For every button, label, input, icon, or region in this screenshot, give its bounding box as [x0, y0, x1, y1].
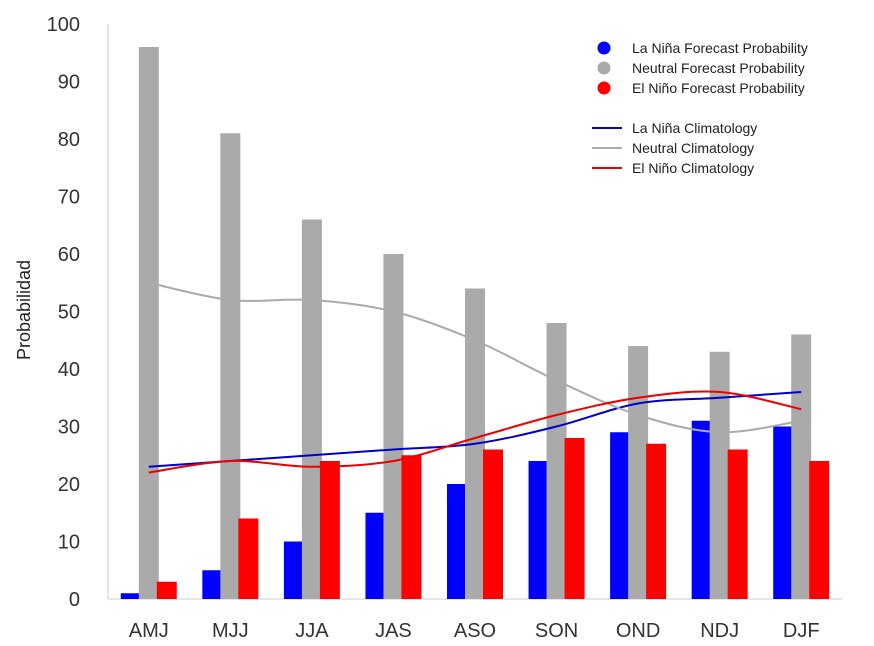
bar-son-1 — [546, 323, 567, 599]
bar-amj-1 — [138, 47, 159, 599]
y-tick-label: 50 — [58, 302, 80, 324]
y-tick-label: 80 — [58, 129, 80, 151]
climatology-line-1 — [148, 281, 802, 434]
bar-ndj-2 — [727, 449, 748, 599]
y-axis-label: Probabilidad — [14, 260, 34, 360]
bar-ond-1 — [628, 346, 649, 599]
x-tick-label: NDJ — [700, 620, 739, 642]
x-tick-label: MJJ — [212, 620, 249, 642]
y-tick-label: 20 — [58, 474, 80, 496]
y-tick-label: 30 — [58, 417, 80, 439]
bar-mjj-0 — [202, 570, 223, 599]
bar-aso-2 — [483, 449, 503, 599]
y-tick-label: 100 — [47, 14, 80, 36]
bar-jja-0 — [283, 541, 304, 599]
legend-marker — [597, 61, 611, 75]
legend-entry: El Niño Forecast Probability — [632, 80, 805, 96]
bar-ndj-0 — [691, 420, 712, 599]
bar-jas-1 — [383, 254, 404, 599]
y-tick-label: 40 — [58, 359, 80, 381]
bar-amj-2 — [156, 581, 177, 599]
legend-entry: El Niño Climatology — [632, 160, 754, 176]
bar-djf-0 — [773, 426, 794, 599]
y-tick-label: 60 — [58, 244, 80, 266]
legend-entry: La Niña Climatology — [632, 120, 757, 136]
x-tick-label: DJF — [783, 620, 820, 642]
legend-entry: La Niña Forecast Probability — [632, 40, 808, 56]
bar-amj-0 — [120, 593, 141, 599]
bar-mjj-2 — [238, 518, 259, 599]
climatology-line-0 — [148, 391, 802, 468]
y-tick-label: 0 — [69, 589, 80, 611]
x-tick-label: OND — [616, 620, 660, 642]
y-tick-label: 10 — [58, 532, 80, 554]
bar-ond-2 — [646, 443, 667, 599]
climatology-line-2 — [148, 390, 802, 474]
bar-son-2 — [564, 438, 585, 599]
x-tick-label: SON — [535, 620, 578, 642]
bar-aso-0 — [447, 484, 467, 599]
bar-son-0 — [528, 461, 549, 599]
x-tick-label: ASO — [454, 620, 496, 642]
y-tick-label: 90 — [58, 72, 80, 94]
bar-jja-1 — [301, 219, 322, 599]
legend-entry: Neutral Forecast Probability — [632, 60, 805, 76]
legend-marker — [597, 41, 611, 55]
bar-djf-1 — [791, 334, 812, 599]
legend-marker — [597, 81, 611, 95]
x-tick-label: JJA — [295, 620, 329, 642]
bar-mjj-1 — [220, 133, 241, 599]
bar-jas-2 — [401, 455, 422, 599]
y-tick-label: 70 — [58, 187, 80, 209]
bar-jas-0 — [365, 512, 386, 599]
bar-ndj-1 — [709, 351, 730, 599]
bar-djf-2 — [809, 461, 830, 599]
legend-entry: Neutral Climatology — [632, 140, 754, 156]
bar-jja-2 — [319, 461, 340, 599]
x-tick-label: AMJ — [129, 620, 169, 642]
x-tick-label: JAS — [375, 620, 412, 642]
bar-ond-0 — [610, 432, 631, 599]
